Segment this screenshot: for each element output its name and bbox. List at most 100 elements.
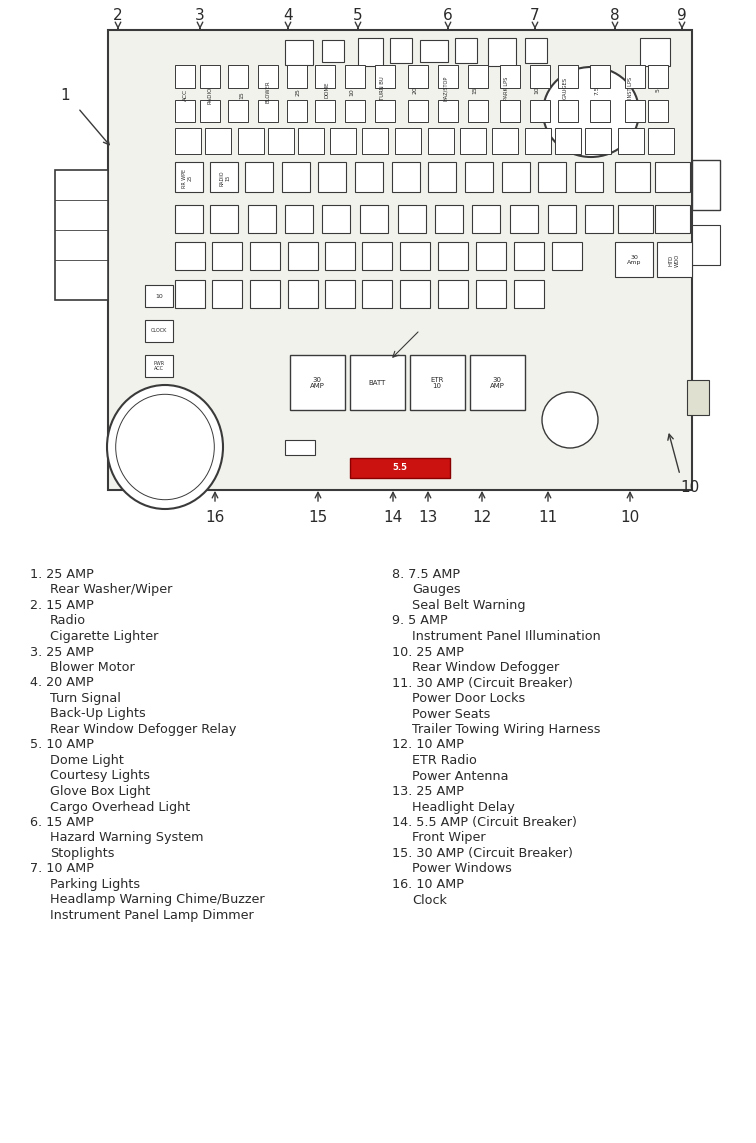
Bar	[288, 280, 318, 307]
Bar	[145, 285, 173, 307]
Bar	[435, 205, 463, 233]
Bar	[350, 355, 405, 410]
Text: Radio: Radio	[50, 615, 86, 628]
Bar	[175, 162, 203, 192]
Text: DOME: DOME	[324, 82, 330, 98]
Bar	[245, 162, 273, 192]
Text: HAZ/STOP: HAZ/STOP	[442, 75, 448, 101]
Bar	[282, 162, 310, 192]
Text: 3: 3	[195, 8, 205, 24]
Text: Turn Signal: Turn Signal	[50, 692, 121, 705]
Text: 5. 10 AMP: 5. 10 AMP	[30, 738, 94, 751]
Bar	[488, 38, 516, 66]
Text: 30
AMP: 30 AMP	[309, 376, 324, 390]
Text: Blower Motor: Blower Motor	[50, 661, 135, 674]
Text: Power Seats: Power Seats	[412, 708, 491, 720]
Bar	[205, 128, 231, 154]
Bar	[287, 99, 307, 122]
Text: 16. 10 AMP: 16. 10 AMP	[392, 878, 464, 892]
Text: 2. 15 AMP: 2. 15 AMP	[30, 599, 94, 612]
Bar	[438, 242, 468, 270]
Bar	[375, 99, 395, 122]
Bar	[692, 160, 720, 210]
Bar	[395, 128, 421, 154]
Bar	[175, 65, 195, 88]
Bar	[438, 99, 458, 122]
Bar	[590, 99, 610, 122]
Bar	[145, 355, 173, 377]
Text: RADIO: RADIO	[207, 87, 212, 104]
Bar	[287, 65, 307, 88]
Text: BLOWER: BLOWER	[265, 81, 271, 103]
Bar	[238, 128, 264, 154]
Text: Dome Light: Dome Light	[50, 754, 124, 767]
Bar	[648, 128, 674, 154]
Text: 13. 25 AMP: 13. 25 AMP	[392, 785, 464, 798]
Bar	[525, 128, 551, 154]
Text: Rear Washer/Wiper: Rear Washer/Wiper	[50, 583, 172, 597]
Bar	[345, 99, 365, 122]
Bar	[145, 320, 173, 342]
Bar	[468, 65, 488, 88]
Text: Power Door Locks: Power Door Locks	[412, 692, 525, 705]
Bar	[476, 280, 506, 307]
Bar	[555, 128, 581, 154]
Text: INST LPS: INST LPS	[627, 77, 633, 99]
Text: TURN BU: TURN BU	[380, 77, 385, 99]
Bar	[575, 162, 603, 192]
Bar	[438, 280, 468, 307]
Text: 7.5: 7.5	[594, 86, 600, 95]
Text: 14: 14	[383, 511, 403, 526]
Bar	[290, 355, 345, 410]
Text: 10: 10	[155, 294, 163, 298]
Text: ETR
10: ETR 10	[430, 376, 444, 390]
Text: BATT: BATT	[368, 379, 386, 386]
Bar	[548, 205, 576, 233]
Bar	[530, 99, 550, 122]
Bar	[228, 99, 248, 122]
Bar	[687, 379, 709, 415]
Bar	[325, 242, 355, 270]
Bar	[318, 162, 346, 192]
Bar	[585, 205, 613, 233]
Bar	[258, 99, 278, 122]
Bar	[465, 162, 493, 192]
Bar	[355, 162, 383, 192]
Text: 8. 7.5 AMP: 8. 7.5 AMP	[392, 568, 460, 581]
Bar	[625, 65, 645, 88]
Text: 5: 5	[655, 88, 661, 91]
Bar	[514, 242, 544, 270]
Text: Glove Box Light: Glove Box Light	[50, 785, 150, 798]
Bar	[640, 38, 670, 66]
Text: 7: 7	[530, 8, 540, 24]
Bar	[455, 38, 477, 63]
Text: Rear Window Defogger: Rear Window Defogger	[412, 661, 559, 674]
Text: 3. 25 AMP: 3. 25 AMP	[30, 646, 94, 658]
Bar	[420, 40, 448, 62]
Bar	[510, 205, 538, 233]
Text: 6: 6	[443, 8, 453, 24]
Bar	[648, 99, 668, 122]
Text: 11. 30 AMP (Circuit Breaker): 11. 30 AMP (Circuit Breaker)	[392, 677, 573, 689]
Ellipse shape	[543, 67, 639, 157]
Bar	[500, 65, 520, 88]
Text: 10: 10	[621, 511, 640, 526]
Bar	[250, 242, 280, 270]
Ellipse shape	[116, 394, 214, 499]
Bar	[648, 65, 668, 88]
Text: 8: 8	[610, 8, 620, 24]
Ellipse shape	[542, 392, 598, 448]
Bar	[438, 65, 458, 88]
Text: Power Windows: Power Windows	[412, 863, 512, 876]
Bar	[390, 38, 412, 63]
Bar	[175, 205, 203, 233]
Bar	[428, 162, 456, 192]
Bar	[200, 99, 220, 122]
Text: 15: 15	[308, 511, 327, 526]
Text: 5: 5	[353, 8, 363, 24]
Bar	[362, 242, 392, 270]
Bar	[590, 65, 610, 88]
Bar	[468, 99, 488, 122]
Text: 1: 1	[60, 88, 70, 103]
Text: PWR
ACC: PWR ACC	[153, 360, 165, 371]
